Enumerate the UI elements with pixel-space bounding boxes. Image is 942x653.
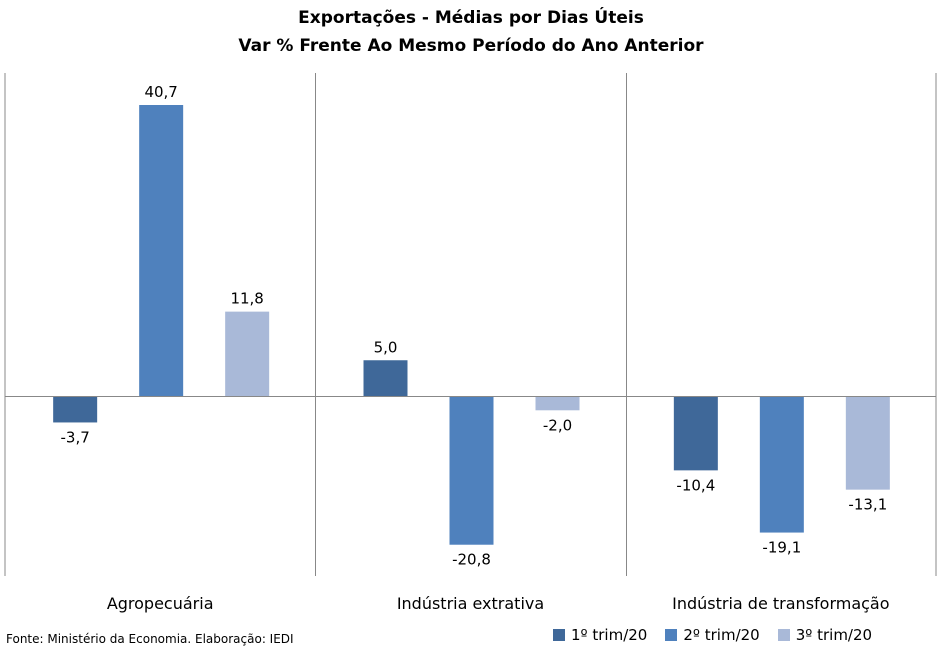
- legend-label: 1º trim/20: [571, 626, 648, 644]
- source-note: Fonte: Ministério da Economia. Elaboraçã…: [6, 632, 294, 646]
- legend-swatch: [665, 629, 678, 641]
- legend-swatch: [777, 629, 790, 641]
- data-label: -20,8: [452, 551, 491, 569]
- bar: [535, 396, 580, 411]
- category-label: Indústria de transformação: [672, 594, 889, 613]
- bar: [53, 396, 98, 423]
- bar: [363, 360, 408, 396]
- data-label: 40,7: [144, 83, 177, 101]
- legend-label: 2º trim/20: [683, 626, 760, 644]
- legend-item: 1º trim/20: [553, 626, 647, 644]
- bar: [673, 396, 718, 471]
- data-label: -2,0: [543, 416, 572, 434]
- chart-title: Exportações - Médias por Dias Úteis: [298, 8, 644, 28]
- data-label: 11,8: [230, 290, 263, 308]
- bar: [845, 396, 890, 490]
- data-label: 5,0: [374, 338, 398, 356]
- bar: [759, 396, 804, 533]
- bar: [449, 396, 494, 545]
- chart-subtitle: Var % Frente Ao Mesmo Período do Ano Ant…: [238, 36, 704, 56]
- data-label: -19,1: [762, 539, 801, 557]
- legend-label: 3º trim/20: [795, 626, 873, 644]
- legend: 1º trim/20 2º trim/20 3º trim/20: [553, 626, 890, 644]
- data-label: -3,7: [61, 428, 90, 446]
- legend-item: 3º trim/20: [777, 626, 873, 644]
- legend-swatch: [553, 629, 565, 641]
- bar: [225, 311, 270, 396]
- category-label: Indústria extrativa: [397, 594, 544, 613]
- bar: [139, 105, 184, 396]
- category-label: Agropecuária: [107, 594, 214, 613]
- data-label: -13,1: [848, 496, 887, 514]
- data-label: -10,4: [676, 476, 715, 494]
- legend-item: 2º trim/20: [665, 626, 760, 644]
